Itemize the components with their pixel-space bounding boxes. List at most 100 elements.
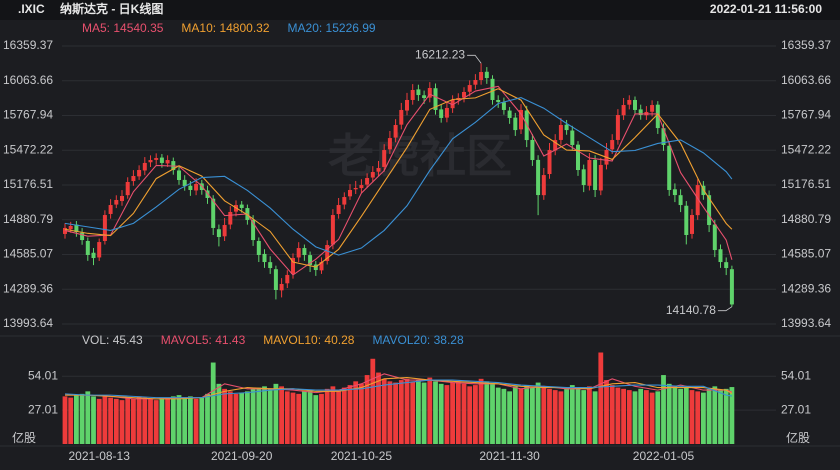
candle-body xyxy=(131,176,136,182)
candle-body xyxy=(541,175,546,196)
volume-bar xyxy=(68,397,74,444)
volume-bar xyxy=(324,388,330,444)
candle-body xyxy=(655,104,660,129)
legend-name: MAVOL5: xyxy=(161,333,212,347)
legend-entry: VOL: 45.43 xyxy=(82,333,143,347)
candle-body xyxy=(598,164,603,191)
candle-body xyxy=(536,159,541,196)
candle-body xyxy=(211,198,216,228)
volume-bar xyxy=(96,398,102,444)
y-tick-label-right: 15176.51 xyxy=(781,177,831,191)
timestamp: 2022-01-21 11:56:00 xyxy=(710,2,822,16)
candle-body xyxy=(484,71,489,79)
volume-bar xyxy=(370,358,376,444)
candle-body xyxy=(228,211,233,225)
candle-body xyxy=(501,102,506,110)
y-tick-label-right: 15472.22 xyxy=(781,142,831,156)
symbol: .IXIC xyxy=(18,2,45,16)
volume-bar xyxy=(313,395,319,444)
low-annotation: 14140.78 xyxy=(666,303,716,317)
candle-body xyxy=(291,258,295,274)
volume-bar xyxy=(381,378,387,444)
x-tick-label: 2021-10-25 xyxy=(331,449,393,463)
chart-title: 纳斯达克 - 日K线图 xyxy=(60,1,163,16)
y-tick-label-right: 54.01 xyxy=(781,368,811,382)
candle-body xyxy=(102,215,107,241)
y-tick-label-right: 16359.37 xyxy=(781,38,831,52)
volume-bar xyxy=(364,375,370,444)
volume-bar xyxy=(108,397,113,444)
candle-body xyxy=(336,205,341,214)
legend-name: VOL: xyxy=(82,333,109,347)
legend-entry: MA10: 14800.32 xyxy=(181,21,269,35)
candle-body xyxy=(638,109,643,116)
candle-body xyxy=(80,232,85,241)
candle-body xyxy=(621,105,626,116)
candle-body xyxy=(650,105,655,112)
volume-bar xyxy=(427,377,433,444)
ma-line xyxy=(64,88,733,268)
volume-bar xyxy=(672,386,678,444)
candle-body xyxy=(712,224,717,251)
volume-bar xyxy=(621,388,626,444)
volume-bar xyxy=(148,398,153,444)
volume-bar xyxy=(199,397,205,444)
candle-body xyxy=(661,128,666,145)
y-tick-label: 27.01 xyxy=(28,402,58,416)
volume-bar xyxy=(359,383,364,444)
volume-bar xyxy=(74,395,79,444)
volume-bar xyxy=(678,388,683,444)
candle-body xyxy=(393,125,398,138)
volume-bar xyxy=(262,386,267,444)
volume-bar xyxy=(541,386,547,444)
volume-bar xyxy=(159,397,165,444)
candle-body xyxy=(633,99,637,110)
y-tick-label-right: 27.01 xyxy=(781,402,811,416)
volume-bar xyxy=(353,381,359,444)
candle-body xyxy=(137,170,142,177)
candle-body xyxy=(427,87,432,98)
candle-body xyxy=(553,140,558,151)
candle-body xyxy=(273,269,278,290)
volume-bar xyxy=(85,391,91,444)
candle-body xyxy=(462,91,466,98)
volume-bar xyxy=(689,390,695,444)
candle-body xyxy=(285,274,290,284)
candle-body xyxy=(467,85,472,92)
candle-body xyxy=(530,139,535,161)
volume-bar xyxy=(193,398,199,444)
y-tick-label: 14880.79 xyxy=(3,212,53,226)
volume-bar xyxy=(649,392,655,444)
candle-body xyxy=(718,249,723,263)
volume-bar xyxy=(666,383,672,444)
candle-body xyxy=(729,269,734,305)
y-tick-label-right: 14585.07 xyxy=(781,247,831,261)
y-tick-label: 16359.37 xyxy=(3,38,53,52)
y-tick-label-right: 13993.64 xyxy=(781,316,831,330)
candle-body xyxy=(672,189,677,196)
volume-bar xyxy=(330,386,336,444)
volume-bar xyxy=(102,395,108,444)
candle-body xyxy=(439,109,444,118)
candle-body xyxy=(399,109,404,125)
volume-bar xyxy=(723,388,729,444)
volume-bar xyxy=(227,391,233,444)
candle-body xyxy=(513,117,518,131)
legend-value: 15226.99 xyxy=(326,21,376,35)
candle-body xyxy=(114,199,119,205)
volume-unit-right: 亿股 xyxy=(786,430,810,445)
volume-bar xyxy=(205,393,210,444)
volume-bar xyxy=(165,398,170,444)
ma-line xyxy=(65,377,733,400)
candle-body xyxy=(302,248,307,255)
candle-body xyxy=(68,225,73,230)
volume-bar xyxy=(404,378,410,444)
candle-body xyxy=(239,204,244,208)
volume-bar xyxy=(626,390,632,444)
candle-body xyxy=(256,240,261,255)
candle-body xyxy=(353,187,358,190)
candle-body xyxy=(325,244,330,261)
volume-bar xyxy=(450,382,455,444)
x-tick-label: 2021-11-30 xyxy=(479,449,540,463)
